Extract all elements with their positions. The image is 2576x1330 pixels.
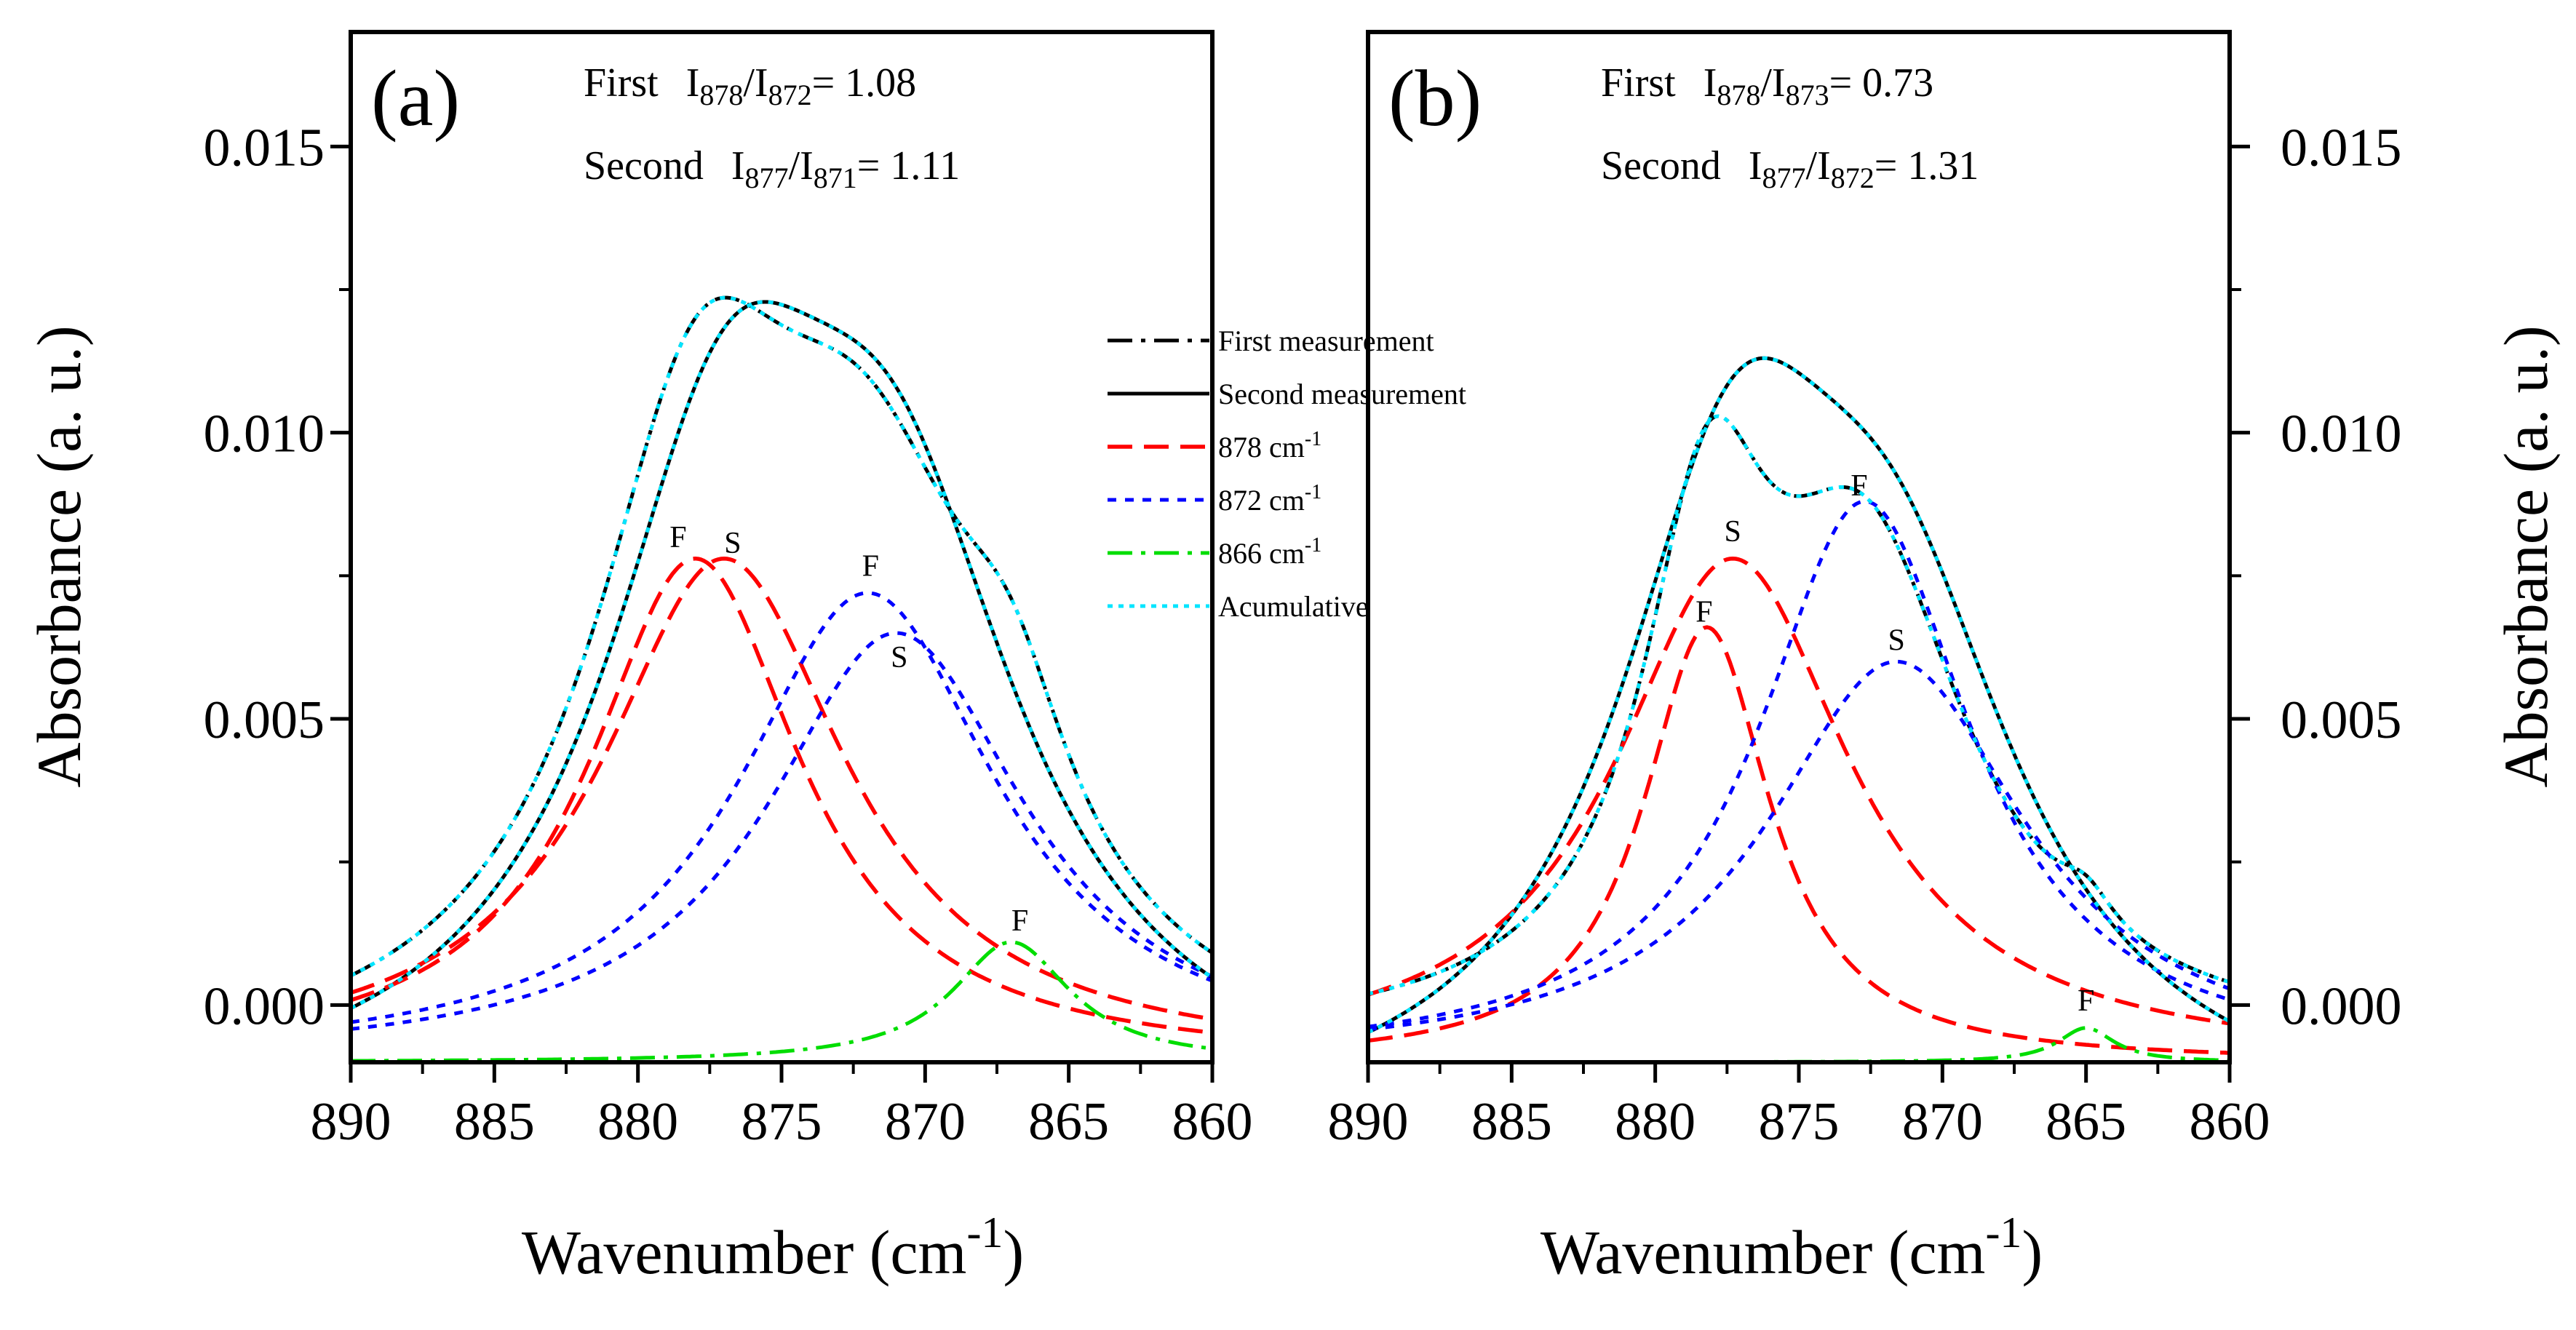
y-tick-label: 0.000 <box>204 976 325 1036</box>
y-tick-label: 0.000 <box>2281 976 2402 1036</box>
panel-a-label: (a) <box>371 54 460 143</box>
series-b872-4 <box>351 591 1212 1024</box>
peak-label: S <box>891 641 907 674</box>
peak-label: F <box>862 549 879 583</box>
series-r878-3 <box>1368 556 2230 1026</box>
panel-a-ticks: 890 885 880 875 870 865 860 0.000 0.005 0.010 0.01… <box>204 118 1253 1152</box>
series-b872-4 <box>1368 499 2230 1029</box>
x-tick-label: 880 <box>597 1092 678 1152</box>
y-tick-label: 0.010 <box>2281 405 2402 464</box>
x-tick-label: 865 <box>2046 1092 2126 1152</box>
series-g866-6 <box>1368 1026 2230 1062</box>
peak-label: S <box>1725 515 1741 549</box>
y-tick-label: 0.010 <box>204 405 325 464</box>
panel-a-peak-labels: F S F S F <box>669 521 1028 938</box>
y-tick-label: 0.005 <box>204 690 325 750</box>
x-tick-label: 870 <box>1902 1092 1983 1152</box>
series-r878-2 <box>351 556 1212 1035</box>
series-g866-6 <box>351 940 1212 1062</box>
y-tick-label: 0.015 <box>204 118 325 178</box>
peak-label: F <box>1696 595 1712 629</box>
x-tick-label: 860 <box>2190 1092 2270 1152</box>
legend-label-b872: 872 cm-1 <box>1218 481 1321 517</box>
peak-label: F <box>669 521 686 554</box>
x-tick-label: 860 <box>1172 1092 1253 1152</box>
legend-label-r878: 878 cm-1 <box>1218 428 1321 463</box>
panel-a-annotation-first: First I878/I872= 1.08 <box>584 60 916 111</box>
panel-a-annotation-second: Second I877/I871= 1.11 <box>584 143 960 194</box>
panel-b-label: (b) <box>1388 54 1482 143</box>
series-cum-8 <box>351 300 1212 1010</box>
panel-b-peak-labels: S F F S F <box>1696 469 2094 1018</box>
panel-a-curves <box>351 295 1212 1062</box>
x-tick-label: 875 <box>742 1092 822 1152</box>
x-axis-title-b: Wavenumber (cm-1) <box>1541 1208 2043 1287</box>
legend-label-g866: 866 cm-1 <box>1218 534 1321 570</box>
series-cum-7 <box>351 295 1212 978</box>
series-r878-3 <box>351 556 1212 1022</box>
legend-label-cum: Acumulative <box>1218 590 1369 623</box>
series-first-0 <box>351 295 1212 978</box>
legend-label-second: Second measurement <box>1218 378 1466 410</box>
x-axis-title-a: Wavenumber (cm-1) <box>522 1208 1024 1287</box>
peak-label: F <box>1011 904 1028 938</box>
peak-label: S <box>724 527 741 560</box>
x-tick-label: 870 <box>885 1092 966 1152</box>
series-cum-7 <box>1368 414 2230 996</box>
series-b872-5 <box>351 631 1212 1031</box>
x-tick-label: 890 <box>311 1092 391 1152</box>
legend: First measurement Second measurement 878 c… <box>1108 324 1466 623</box>
panel-b-annotation-first: First I878/I873= 0.73 <box>1601 60 1933 111</box>
y-axis-title-right: Absorbance (a. u.) <box>2491 325 2561 787</box>
x-tick-label: 865 <box>1028 1092 1109 1152</box>
panel-b-curves <box>1368 356 2230 1062</box>
x-tick-label: 875 <box>1759 1092 1840 1152</box>
panel-a-chart: 890 885 880 875 870 865 860 0.000 0.005 0.010 0.01… <box>204 30 1253 1152</box>
peak-label: F <box>1850 469 1867 503</box>
panel-b-annotation-second: Second I877/I872= 1.31 <box>1601 143 1979 194</box>
series-b872-5 <box>1368 659 2230 1032</box>
peak-label: S <box>1888 624 1905 658</box>
peak-label: F <box>2078 984 2094 1018</box>
x-tick-label: 885 <box>1471 1092 1552 1152</box>
series-second-1 <box>351 300 1212 1010</box>
legend-label-first: First measurement <box>1218 324 1434 357</box>
x-tick-label: 885 <box>454 1092 535 1152</box>
y-tick-label: 0.015 <box>2281 118 2402 178</box>
y-axis-title-left: Absorbance (a. u.) <box>24 325 94 787</box>
series-cum-8 <box>1368 356 2230 1035</box>
y-tick-label: 0.005 <box>2281 690 2402 750</box>
series-r878-2 <box>1368 625 2230 1055</box>
x-tick-label: 890 <box>1328 1092 1409 1152</box>
x-tick-label: 880 <box>1615 1092 1696 1152</box>
